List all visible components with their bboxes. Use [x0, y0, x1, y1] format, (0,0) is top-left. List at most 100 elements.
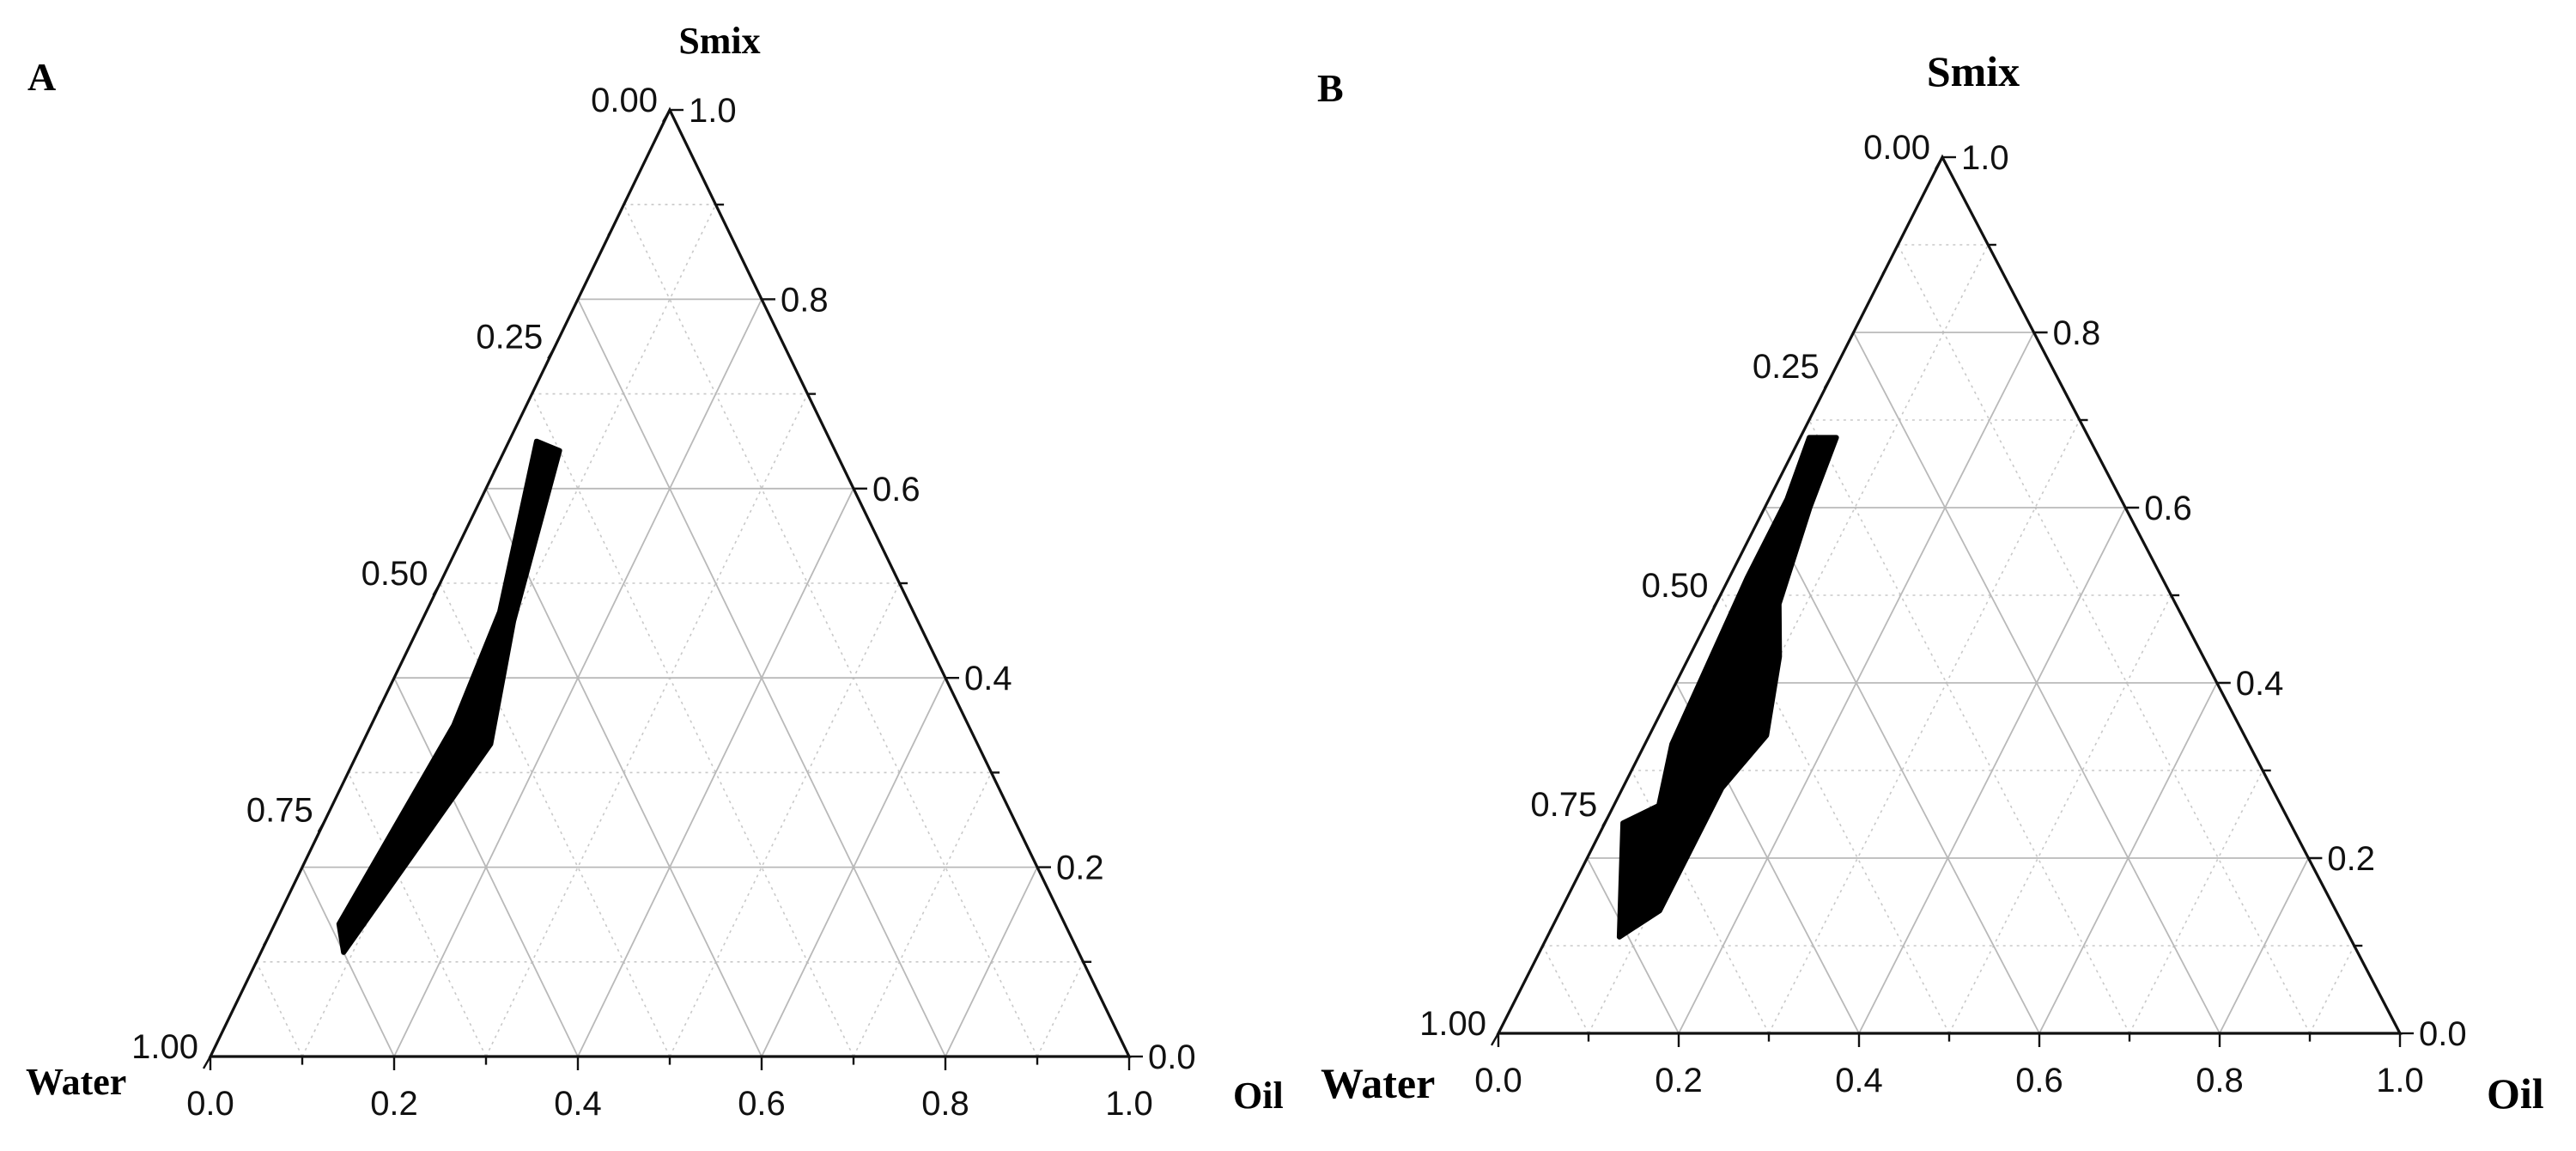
- axis-tick: [1712, 594, 1722, 608]
- axis-tick: [1601, 813, 1611, 827]
- oil-tick-label: 1.0: [1105, 1085, 1153, 1123]
- smix-tick-label: 0.0: [2419, 1015, 2467, 1053]
- grid-line: [2038, 682, 2218, 1034]
- axis-tick: [317, 819, 326, 833]
- grid-line: [2219, 857, 2310, 1034]
- grid-line: [1588, 244, 1990, 1034]
- grid-line: [1036, 961, 1084, 1057]
- grid-line: [1541, 945, 1589, 1034]
- oil-vertex-label: Oil: [1233, 1075, 1284, 1117]
- smix-vertex-label: Smix: [678, 20, 760, 62]
- grid-line: [1764, 507, 2040, 1034]
- grid-line: [347, 772, 487, 1057]
- water-tick-label: 0.00: [591, 82, 658, 119]
- grid-line: [669, 582, 901, 1057]
- grid-line: [945, 867, 1038, 1057]
- axis-tick: [263, 937, 269, 947]
- axis-tick: [1934, 156, 1944, 170]
- axis-tick: [1823, 375, 1832, 389]
- solid-grid-a: [301, 298, 1038, 1057]
- water-tick-label: 0.25: [476, 319, 543, 356]
- smix-tick-label: 0.2: [1056, 850, 1104, 887]
- grid-line: [1897, 244, 2311, 1034]
- axis-tick: [202, 1056, 212, 1069]
- axis-tick: [432, 582, 441, 596]
- ternary-panel-a: 0.0 0.2 0.4 0.6 0.8 1.0 0.0 0.2 0.4 0.6 …: [26, 20, 1284, 1123]
- microemulsion-region-a: [336, 438, 562, 955]
- water-tick-label: 0.00: [1863, 129, 1930, 167]
- smix-tick-label: 0.6: [872, 471, 920, 509]
- grid-line: [761, 677, 946, 1057]
- smix-tick-label: 0.6: [2144, 490, 2192, 527]
- smix-axis-labels-b: 0.0 0.2 0.4 0.6 0.8 1.0: [1961, 139, 2467, 1053]
- water-tick-label: 0.50: [361, 555, 428, 593]
- axis-tick: [492, 464, 499, 473]
- grid-line: [1858, 507, 2127, 1034]
- ternary-panel-b: 0.0 0.2 0.4 0.6 0.8 1.0 0.0 0.2 0.4 0.6 …: [1317, 47, 2544, 1118]
- smix-tick-label: 0.8: [2053, 314, 2101, 352]
- solid-grid-b: [1586, 332, 2310, 1034]
- smix-tick-label: 0.4: [2236, 665, 2284, 703]
- axis-tick: [1548, 923, 1555, 932]
- oil-tick-label: 0.0: [1474, 1062, 1522, 1099]
- grid-line: [1808, 419, 2130, 1034]
- smix-vertex-label: Smix: [1927, 47, 2020, 95]
- oil-tick-label: 0.4: [1835, 1062, 1883, 1099]
- dotted-grid-a: [255, 204, 1084, 1057]
- axis-tick: [607, 228, 614, 236]
- grid-line: [2309, 945, 2355, 1034]
- grid-line: [623, 204, 1038, 1057]
- oil-tick-label: 0.8: [921, 1085, 969, 1123]
- smix-axis-labels-a: 0.0 0.2 0.4 0.6 0.8 1.0: [689, 92, 1196, 1076]
- oil-axis-labels-b: 0.0 0.2 0.4 0.6 0.8 1.0: [1474, 1062, 2424, 1099]
- grid-line: [255, 961, 303, 1057]
- water-tick-label: 0.25: [1753, 348, 1820, 386]
- oil-vertex-label: Oil: [2487, 1069, 2544, 1118]
- water-vertex-label: Water: [26, 1061, 126, 1103]
- oil-tick-label: 0.6: [2015, 1062, 2063, 1099]
- water-tick-label: 0.50: [1642, 567, 1709, 605]
- smix-tick-label: 0.2: [2327, 840, 2375, 878]
- axis-ticks-a: [202, 108, 1143, 1070]
- panel-label-a: A: [27, 55, 56, 99]
- water-tick-label: 0.75: [246, 792, 313, 830]
- panel-label-b: B: [1317, 66, 1344, 110]
- oil-tick-label: 0.8: [2196, 1062, 2244, 1099]
- dotted-grid-b: [1541, 244, 2355, 1034]
- water-axis-labels-b: 0.00 0.25 0.50 0.75 1.00: [1419, 129, 1930, 1043]
- smix-tick-label: 0.0: [1148, 1038, 1196, 1076]
- grid-line: [1631, 770, 1770, 1034]
- axis-tick: [1660, 703, 1666, 713]
- water-tick-label: 1.00: [131, 1028, 198, 1066]
- oil-tick-label: 0.4: [554, 1085, 602, 1123]
- water-tick-label: 0.75: [1530, 786, 1597, 824]
- grid-line: [577, 488, 854, 1057]
- axis-tick: [377, 701, 384, 709]
- axis-tick: [547, 345, 556, 360]
- oil-tick-label: 1.0: [2376, 1062, 2424, 1099]
- smix-tick-label: 1.0: [689, 92, 737, 130]
- grid-line: [2129, 770, 2263, 1034]
- axis-ticks-b: [1490, 155, 2414, 1047]
- axis-tick: [661, 109, 671, 123]
- water-axis-labels-a: 0.00 0.25 0.50 0.75 1.00: [131, 82, 658, 1066]
- oil-axis-labels-a: 0.0 0.2 0.4 0.6 0.8 1.0: [186, 1085, 1153, 1123]
- grid-line: [1948, 594, 2172, 1034]
- grid-line: [1586, 857, 1680, 1034]
- axis-tick: [1881, 265, 1888, 275]
- oil-tick-label: 0.0: [186, 1085, 234, 1123]
- oil-tick-label: 0.2: [370, 1085, 418, 1123]
- grid-line: [853, 772, 993, 1057]
- grid-line: [439, 582, 671, 1057]
- oil-tick-label: 0.6: [738, 1085, 786, 1123]
- grid-line: [301, 867, 395, 1057]
- axis-tick: [1771, 484, 1777, 494]
- smix-tick-label: 0.4: [964, 660, 1012, 697]
- oil-tick-label: 0.2: [1655, 1062, 1703, 1099]
- smix-tick-label: 1.0: [1961, 139, 2009, 177]
- smix-tick-label: 0.8: [781, 281, 829, 319]
- water-tick-label: 1.00: [1419, 1005, 1486, 1043]
- grid-line: [393, 677, 579, 1057]
- grid-line: [531, 393, 854, 1057]
